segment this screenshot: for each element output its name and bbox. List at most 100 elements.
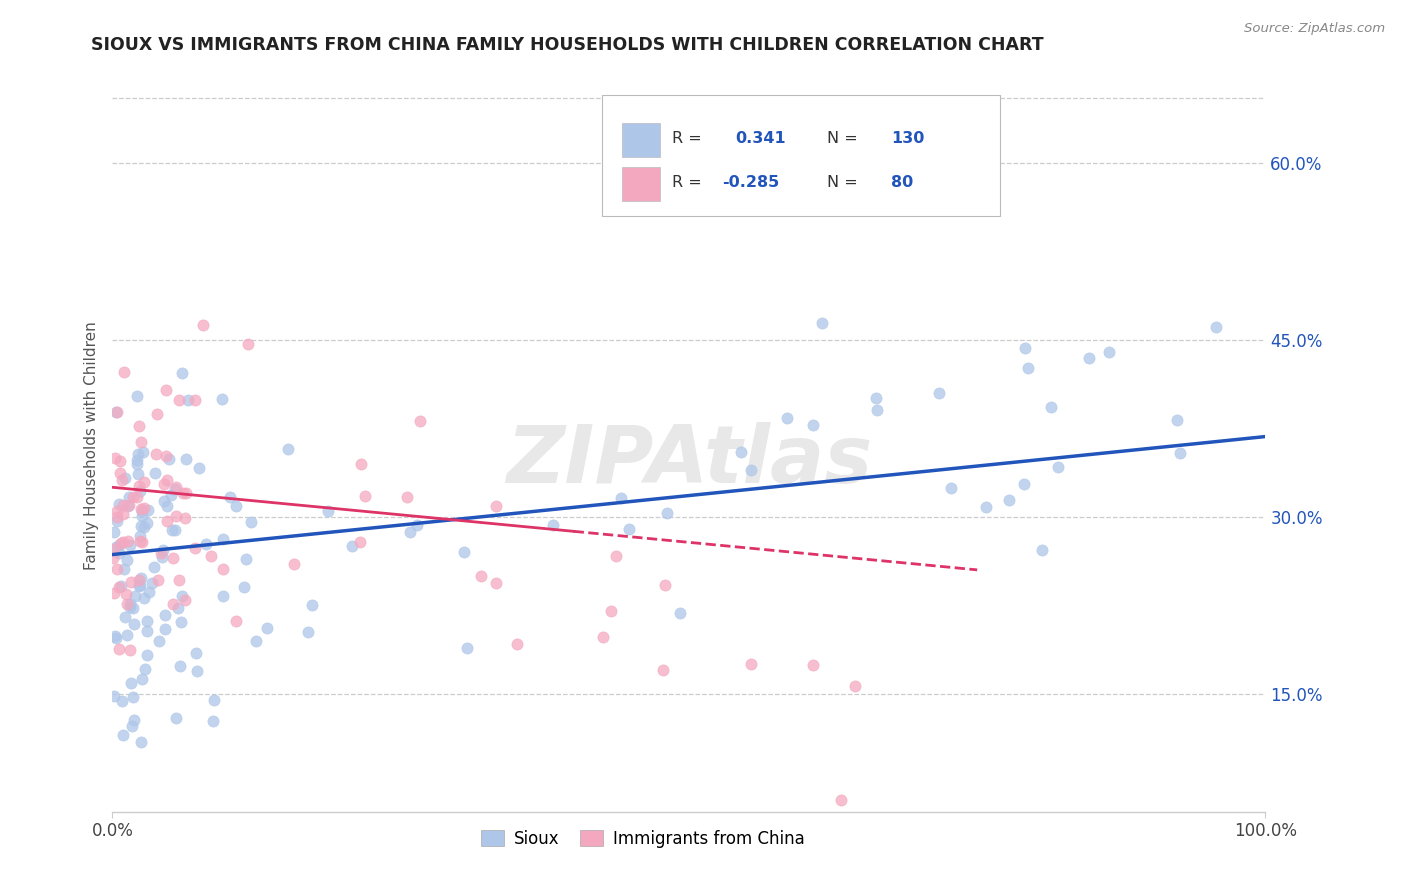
Point: [159, 451, 181, 466]
Point: [105, 562, 128, 576]
Point: [669, 606, 692, 620]
Point: [928, 385, 950, 400]
Point: [118, 498, 141, 512]
Point: [730, 444, 752, 458]
Point: [153, 607, 176, 622]
Point: [801, 418, 824, 433]
Point: [108, 641, 131, 656]
Point: [592, 630, 614, 644]
Point: [651, 663, 673, 677]
Point: [256, 621, 278, 635]
Text: 80: 80: [891, 175, 912, 190]
FancyBboxPatch shape: [621, 123, 661, 157]
Point: [810, 316, 832, 330]
Point: [108, 466, 131, 480]
Point: [135, 648, 157, 662]
Point: [167, 392, 190, 407]
Point: [349, 535, 371, 549]
Point: [740, 463, 762, 477]
Point: [135, 615, 157, 629]
Point: [830, 793, 852, 807]
Point: [166, 601, 188, 615]
Point: [129, 533, 152, 548]
Point: [233, 580, 256, 594]
Point: [146, 573, 169, 587]
Point: [165, 508, 187, 523]
Point: [186, 664, 208, 678]
Point: [122, 617, 145, 632]
Point: [183, 393, 205, 408]
Point: [124, 589, 146, 603]
Text: ZIPAtlas: ZIPAtlas: [506, 422, 872, 500]
Point: [117, 628, 139, 642]
Point: [128, 573, 150, 587]
Point: [118, 538, 141, 552]
Point: [115, 553, 138, 567]
Text: Source: ZipAtlas.com: Source: ZipAtlas.com: [1244, 22, 1385, 36]
Point: [173, 592, 195, 607]
Point: [225, 499, 247, 513]
Point: [105, 404, 128, 418]
Point: [142, 560, 165, 574]
Point: [127, 453, 149, 467]
Point: [131, 535, 153, 549]
Text: N =: N =: [827, 131, 858, 146]
Point: [485, 499, 508, 513]
Text: 130: 130: [891, 131, 924, 146]
Point: [239, 515, 262, 529]
Point: [118, 490, 141, 504]
Point: [127, 467, 149, 481]
Point: [111, 693, 134, 707]
Point: [129, 435, 152, 450]
Point: [655, 506, 678, 520]
Y-axis label: Family Households with Children: Family Households with Children: [83, 322, 98, 570]
Point: [212, 532, 235, 546]
Point: [600, 604, 623, 618]
Point: [408, 414, 430, 428]
Point: [136, 502, 159, 516]
Point: [103, 524, 125, 539]
Point: [104, 629, 127, 643]
Point: [122, 713, 145, 727]
Point: [609, 491, 631, 505]
Point: [122, 490, 145, 504]
Point: [132, 520, 155, 534]
Point: [172, 486, 194, 500]
Text: 0.341: 0.341: [735, 131, 786, 146]
Point: [176, 393, 198, 408]
Point: [301, 598, 323, 612]
Point: [141, 576, 163, 591]
Point: [163, 482, 186, 496]
Point: [105, 504, 128, 518]
Text: -0.285: -0.285: [723, 175, 779, 190]
Point: [505, 636, 527, 650]
Point: [134, 591, 156, 605]
Point: [105, 514, 128, 528]
Point: [1039, 400, 1062, 414]
Point: [350, 458, 373, 472]
Point: [112, 562, 135, 576]
Point: [103, 586, 125, 600]
Point: [200, 549, 222, 563]
Point: [145, 407, 167, 421]
Point: [112, 728, 135, 742]
Point: [148, 633, 170, 648]
Point: [162, 550, 184, 565]
Point: [156, 474, 179, 488]
Point: [127, 447, 149, 461]
Point: [129, 735, 152, 749]
Point: [127, 491, 149, 505]
Point: [169, 658, 191, 673]
Point: [617, 522, 640, 536]
Point: [172, 589, 194, 603]
Point: [115, 597, 138, 611]
Point: [844, 679, 866, 693]
Point: [108, 454, 131, 468]
Point: [117, 499, 139, 513]
Point: [939, 481, 962, 495]
Point: [132, 445, 155, 459]
Point: [297, 625, 319, 640]
Point: [316, 504, 339, 518]
Point: [131, 504, 153, 518]
Point: [143, 467, 166, 481]
